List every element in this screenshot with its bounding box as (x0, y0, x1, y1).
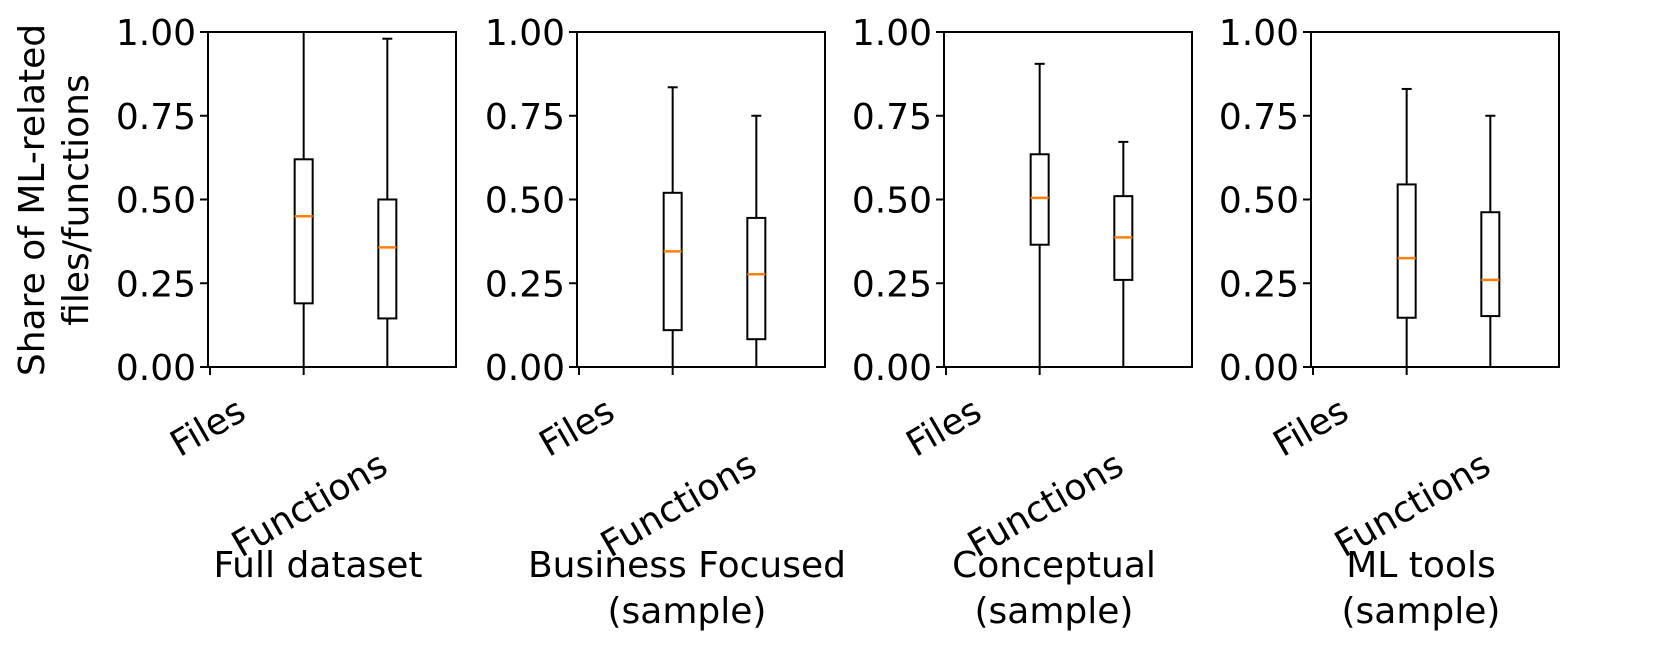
x-tick-label-files: Files (164, 390, 253, 465)
box-iqr (293, 158, 314, 305)
shared-y-axis-label: Share of ML-related files/functions (12, 24, 97, 376)
box-files (1396, 87, 1417, 368)
panel-xlabel: (sample) (608, 591, 767, 632)
box-functions (1113, 140, 1134, 368)
y-tick-label: 0.25 (485, 264, 565, 305)
box-functions (1480, 114, 1501, 368)
y-tick-label: 0.75 (1219, 97, 1299, 138)
y-tick-label: 0.50 (1219, 181, 1299, 222)
box-iqr (1029, 153, 1050, 246)
box-functions (746, 114, 767, 368)
box-files (662, 86, 683, 368)
box-iqr (1480, 211, 1501, 318)
y-tick-label: 1.00 (485, 13, 565, 54)
y-tick-label: 0.00 (116, 348, 196, 389)
axes-frame (1310, 31, 1560, 368)
axes-frame (207, 31, 457, 368)
box-iqr (746, 216, 767, 341)
y-tick-label: 0.50 (852, 181, 932, 222)
panel-2: 0.000.250.500.751.00FilesFunctionsBusine… (485, 13, 846, 632)
y-tick-label: 1.00 (1219, 13, 1299, 54)
box-iqr (662, 191, 683, 332)
y-tick-label: 0.00 (485, 348, 565, 389)
axes-frame (943, 31, 1193, 368)
panel-xlabel: (sample) (1342, 591, 1501, 632)
y-tick-label: 0.50 (485, 181, 565, 222)
box-iqr (377, 198, 398, 320)
box-files (293, 31, 314, 368)
panel-xlabel: (sample) (975, 591, 1134, 632)
y-tick-label: 0.75 (852, 97, 932, 138)
panel-xlabel: Business Focused (528, 545, 846, 586)
y-tick-label: 0.25 (116, 264, 196, 305)
y-tick-label: 0.75 (116, 97, 196, 138)
panel-xlabel: Conceptual (952, 545, 1156, 586)
box-functions (377, 37, 398, 368)
box-files (1029, 62, 1050, 368)
axes-frame (576, 31, 826, 368)
x-tick-label-files: Files (1267, 390, 1356, 465)
y-axis-label-line: Share of ML-related (12, 24, 53, 376)
y-tick-label: 0.75 (485, 97, 565, 138)
y-tick-label: 0.25 (1219, 264, 1299, 305)
y-tick-label: 0.25 (852, 264, 932, 305)
panel-xlabel: Full dataset (213, 545, 422, 586)
y-tick-label: 1.00 (852, 13, 932, 54)
y-tick-label: 0.50 (116, 181, 196, 222)
panel-3: 0.000.250.500.751.00FilesFunctionsConcep… (852, 13, 1193, 632)
x-tick-label-files: Files (533, 390, 622, 465)
y-tick-label: 0.00 (1219, 348, 1299, 389)
panel-xlabel: ML tools (1346, 545, 1495, 586)
box-iqr (1396, 183, 1417, 319)
y-tick-label: 1.00 (116, 13, 196, 54)
x-tick-label-files: Files (900, 390, 989, 465)
y-axis-label-line: files/functions (56, 74, 97, 326)
y-tick-label: 0.00 (852, 348, 932, 389)
